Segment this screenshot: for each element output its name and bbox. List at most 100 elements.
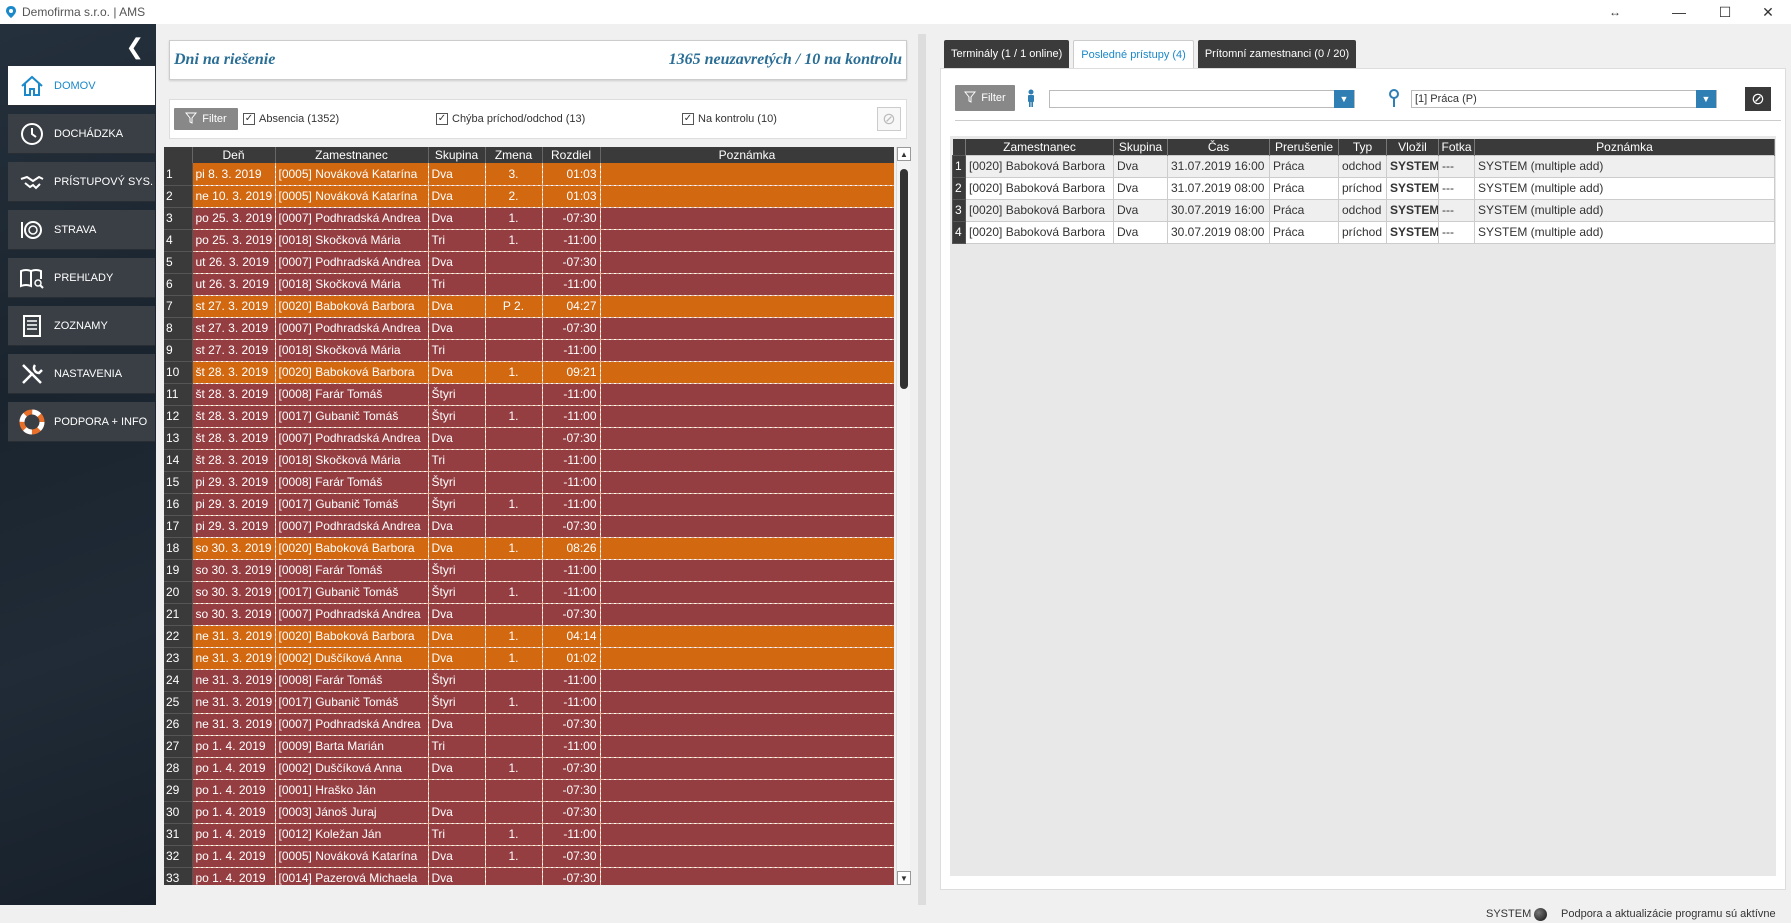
table-row[interactable]: 15 pi 29. 3. 2019 [0008] Farár Tomáš Štyri -… bbox=[164, 471, 894, 494]
tab-terminals[interactable]: Terminály (1 / 1 online) bbox=[944, 40, 1070, 68]
clear-filter-button[interactable]: ⊘ bbox=[1745, 87, 1771, 111]
clock-icon bbox=[18, 120, 46, 148]
table-cell: [0005] Nováková Katarína bbox=[275, 845, 429, 868]
column-header[interactable]: Zamestnanec bbox=[275, 147, 429, 163]
filter-button[interactable]: Filter bbox=[174, 108, 238, 130]
table-cell: št 28. 3. 2019 bbox=[192, 449, 276, 472]
table-row[interactable]: 1 [0020] Baboková Barbora Dva 31.07.2019 16… bbox=[952, 154, 1775, 178]
funnel-icon bbox=[964, 91, 977, 106]
table-row[interactable]: 24 ne 31. 3. 2019 [0008] Farár Tomáš Štyri -… bbox=[164, 669, 894, 692]
chevron-down-icon[interactable]: ▼ bbox=[1696, 90, 1716, 108]
table-row[interactable]: 5 ut 26. 3. 2019 [0007] Podhradská Andrea D… bbox=[164, 251, 894, 274]
table-row[interactable]: 20 so 30. 3. 2019 [0017] Gubanič Tomáš Štyr… bbox=[164, 581, 894, 604]
column-header[interactable]: Skupina bbox=[428, 147, 486, 163]
column-header[interactable]: Poznámka bbox=[600, 147, 894, 163]
table-cell: po 1. 4. 2019 bbox=[192, 801, 276, 824]
table-row[interactable]: 31 po 1. 4. 2019 [0012] Koležan Ján Tri 1. -1… bbox=[164, 823, 894, 846]
table-cell bbox=[600, 581, 894, 604]
table-row[interactable]: 30 po 1. 4. 2019 [0003] Jánoš Juraj Dva -07:… bbox=[164, 801, 894, 824]
table-row[interactable]: 19 so 30. 3. 2019 [0008] Farár Tomáš Štyri -… bbox=[164, 559, 894, 582]
sidebar-item-zoznamy[interactable]: ZOZNAMY bbox=[8, 306, 155, 346]
column-header[interactable]: Čas bbox=[1167, 139, 1270, 155]
column-header[interactable]: Vložil bbox=[1386, 139, 1439, 155]
table-row[interactable]: 6 ut 26. 3. 2019 [0018] Skočková Mária Tri -… bbox=[164, 273, 894, 296]
sidebar-item-dochadzka[interactable]: DOCHÁDZKA bbox=[8, 114, 155, 154]
column-header[interactable] bbox=[952, 139, 966, 155]
filter-button[interactable]: Filter bbox=[955, 85, 1015, 111]
column-header[interactable]: Zmena bbox=[485, 147, 543, 163]
table-row[interactable]: 12 št 28. 3. 2019 [0017] Gubanič Tomáš Štyr… bbox=[164, 405, 894, 428]
row-number: 1 bbox=[164, 163, 193, 186]
row-number: 2 bbox=[952, 176, 966, 200]
scrollbar-thumb[interactable] bbox=[900, 169, 908, 389]
sidebar-item-podpora-info[interactable]: PODPORA + INFO bbox=[8, 402, 155, 442]
table-row[interactable]: 32 po 1. 4. 2019 [0005] Nováková Katarína D… bbox=[164, 845, 894, 868]
minimize-button[interactable]: — bbox=[1672, 4, 1686, 20]
table-row[interactable]: 3 po 25. 3. 2019 [0007] Podhradská Andrea D… bbox=[164, 207, 894, 230]
tab-present-employees[interactable]: Prítomní zamestnanci (0 / 20) bbox=[1197, 40, 1357, 68]
table-cell: [0020] Baboková Barbora bbox=[275, 361, 429, 384]
table-row[interactable]: 21 so 30. 3. 2019 [0007] Podhradská Andrea… bbox=[164, 603, 894, 626]
table-row[interactable]: 18 so 30. 3. 2019 [0020] Baboková Barbora D… bbox=[164, 537, 894, 560]
table-cell: Dva bbox=[428, 317, 486, 340]
tab-recent-accesses[interactable]: Posledné prístupy (4) bbox=[1073, 40, 1194, 68]
column-header[interactable]: Zamestnanec bbox=[965, 139, 1114, 155]
vertical-scrollbar[interactable]: ▲ ▼ bbox=[896, 147, 911, 885]
table-row[interactable]: 22 ne 31. 3. 2019 [0020] Baboková Barbora D… bbox=[164, 625, 894, 648]
table-cell: [0001] Hraško Ján bbox=[275, 779, 429, 802]
maximize-button[interactable]: ☐ bbox=[1718, 3, 1732, 20]
table-row[interactable]: 4 [0020] Baboková Barbora Dva 30.07.2019 08… bbox=[952, 220, 1775, 244]
table-row[interactable]: 26 ne 31. 3. 2019 [0007] Podhradská Andrea… bbox=[164, 713, 894, 736]
table-row[interactable]: 14 št 28. 3. 2019 [0018] Skočková Mária Tri… bbox=[164, 449, 894, 472]
column-header[interactable]: Typ bbox=[1338, 139, 1387, 155]
employee-select[interactable]: ▼ bbox=[1049, 90, 1355, 108]
column-header[interactable] bbox=[164, 147, 193, 163]
missing-arrival-departure-checkbox[interactable]: ✓ Chýba príchod/odchod (13) bbox=[436, 113, 585, 125]
column-header[interactable]: Poznámka bbox=[1474, 139, 1775, 155]
table-row[interactable]: 23 ne 31. 3. 2019 [0002] Duščíková Anna Dva… bbox=[164, 647, 894, 670]
table-row[interactable]: 10 št 28. 3. 2019 [0020] Baboková Barbora D… bbox=[164, 361, 894, 384]
table-row[interactable]: 4 po 25. 3. 2019 [0018] Skočková Mária Tri 1… bbox=[164, 229, 894, 252]
sidebar-item-strava[interactable]: STRAVA bbox=[8, 210, 155, 250]
column-header[interactable]: Skupina bbox=[1113, 139, 1168, 155]
to-review-checkbox[interactable]: ✓ Na kontrolu (10) bbox=[682, 113, 777, 125]
table-row[interactable]: 11 št 28. 3. 2019 [0008] Farár Tomáš Štyri -… bbox=[164, 383, 894, 406]
table-row[interactable]: 28 po 1. 4. 2019 [0002] Duščíková Anna Dva 1… bbox=[164, 757, 894, 780]
clear-filter-button[interactable]: ⊘ bbox=[877, 107, 901, 131]
column-header[interactable]: Prerušenie bbox=[1269, 139, 1339, 155]
table-cell: -07:30 bbox=[542, 603, 601, 626]
sidebar-item-domov[interactable]: DOMOV bbox=[8, 66, 155, 106]
table-cell: št 28. 3. 2019 bbox=[192, 405, 276, 428]
table-row[interactable]: 2 [0020] Baboková Barbora Dva 31.07.2019 08… bbox=[952, 176, 1775, 200]
sidebar-item-prehlady[interactable]: PREHĽADY bbox=[8, 258, 155, 298]
chevron-down-icon[interactable]: ▼ bbox=[1334, 90, 1354, 108]
sidebar-item-pristupovy-sys[interactable]: PRÍSTUPOVÝ SYS. bbox=[8, 162, 155, 202]
table-row[interactable]: 27 po 1. 4. 2019 [0009] Barta Marián Tri -11… bbox=[164, 735, 894, 758]
scroll-up-icon[interactable]: ▲ bbox=[897, 147, 911, 161]
row-number: 23 bbox=[164, 647, 193, 670]
column-header[interactable]: Fotka bbox=[1438, 139, 1475, 155]
panel-splitter[interactable] bbox=[918, 34, 926, 905]
table-cell bbox=[600, 757, 894, 780]
scroll-down-icon[interactable]: ▼ bbox=[897, 871, 911, 885]
table-row[interactable]: 1 pi 8. 3. 2019 [0005] Nováková Katarína Dv… bbox=[164, 163, 894, 186]
table-row[interactable]: 13 št 28. 3. 2019 [0007] Podhradská Andrea… bbox=[164, 427, 894, 450]
table-row[interactable]: 33 po 1. 4. 2019 [0014] Pazerová Michaela D… bbox=[164, 867, 894, 885]
location-select[interactable]: [1] Práca (P) ▼ bbox=[1411, 90, 1717, 108]
sidebar-item-nastavenia[interactable]: NASTAVENIA bbox=[8, 354, 155, 394]
column-header[interactable]: Rozdiel bbox=[542, 147, 601, 163]
column-header[interactable]: Deň bbox=[192, 147, 276, 163]
table-row[interactable]: 29 po 1. 4. 2019 [0001] Hraško Ján -07:30 bbox=[164, 779, 894, 802]
table-cell bbox=[485, 471, 543, 494]
collapse-sidebar-icon[interactable]: ❮ bbox=[125, 34, 144, 59]
absencia-checkbox[interactable]: ✓ Absencia (1352) bbox=[243, 113, 339, 125]
table-row[interactable]: 25 ne 31. 3. 2019 [0017] Gubanič Tomáš Štyr… bbox=[164, 691, 894, 714]
table-row[interactable]: 17 pi 29. 3. 2019 [0007] Podhradská Andrea… bbox=[164, 515, 894, 538]
close-button[interactable]: ✕ bbox=[1762, 3, 1774, 20]
table-row[interactable]: 2 ne 10. 3. 2019 [0005] Nováková Katarína D… bbox=[164, 185, 894, 208]
table-row[interactable]: 16 pi 29. 3. 2019 [0017] Gubanič Tomáš Štyr… bbox=[164, 493, 894, 516]
table-row[interactable]: 3 [0020] Baboková Barbora Dva 30.07.2019 16… bbox=[952, 198, 1775, 222]
